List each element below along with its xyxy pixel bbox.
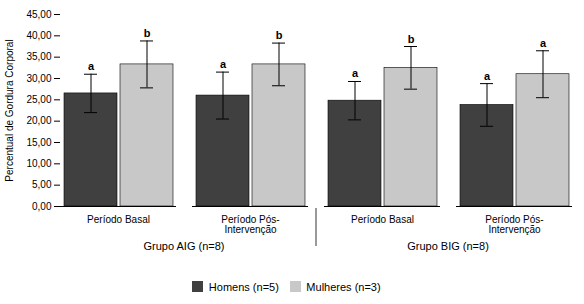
html-text:Homens (n=5): Homens (n=5) bbox=[208, 280, 279, 293]
svg-text:b: b bbox=[408, 33, 415, 45]
svg-text:a: a bbox=[220, 58, 227, 70]
svg-text:25,00: 25,00 bbox=[26, 94, 51, 105]
svg-text:5,00: 5,00 bbox=[32, 179, 52, 190]
svg-text:45,00: 45,00 bbox=[26, 9, 51, 20]
svg-text:Grupo AIG (n=8): Grupo AIG (n=8) bbox=[143, 240, 224, 252]
svg-text:20,00: 20,00 bbox=[26, 115, 51, 126]
svg-text:0,00: 0,00 bbox=[32, 201, 52, 212]
svg-text:b: b bbox=[144, 27, 151, 39]
svg-text:Grupo BIG (n=8): Grupo BIG (n=8) bbox=[407, 240, 489, 252]
svg-text:Período Basal: Período Basal bbox=[351, 214, 414, 225]
svg-text:b: b bbox=[276, 29, 283, 41]
svg-text:10,00: 10,00 bbox=[26, 158, 51, 169]
svg-text:a: a bbox=[540, 37, 547, 49]
svg-text:35,00: 35,00 bbox=[26, 51, 51, 62]
svg-text:30,00: 30,00 bbox=[26, 73, 51, 84]
html-text:Mulheres (n=3): Mulheres (n=3) bbox=[306, 280, 381, 293]
svg-text:40,00: 40,00 bbox=[26, 30, 51, 41]
svg-text:Percentual de Gordura Corporal: Percentual de Gordura Corporal bbox=[4, 39, 15, 181]
svg-text:a: a bbox=[484, 70, 491, 82]
svg-text:15,00: 15,00 bbox=[26, 137, 51, 148]
svg-text:Período Basal: Período Basal bbox=[87, 214, 150, 225]
svg-text:a: a bbox=[88, 60, 95, 72]
svg-text:Período Pós-Intervenção: Período Pós-Intervenção bbox=[221, 214, 279, 235]
svg-text:Período Pós-Intervenção: Período Pós-Intervenção bbox=[485, 214, 543, 235]
svg-text:a: a bbox=[352, 67, 359, 79]
